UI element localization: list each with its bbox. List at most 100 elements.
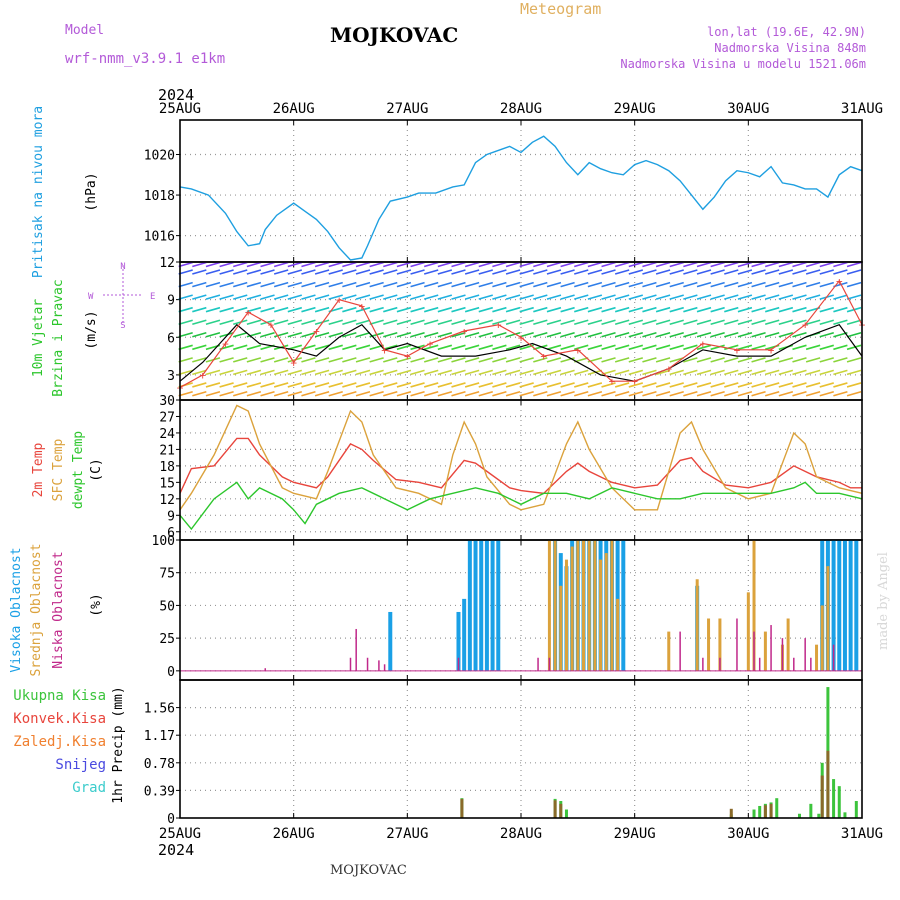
wind-barb — [464, 281, 480, 288]
wind-barb — [451, 261, 466, 268]
wind-barb — [533, 382, 548, 388]
wind-barb — [560, 390, 575, 397]
ytick-label: 0 — [167, 665, 175, 680]
cloud-bar — [736, 618, 738, 671]
day-label-top: 25AUG — [159, 101, 201, 117]
model-label: Model — [65, 23, 104, 38]
wind-barb — [437, 390, 453, 397]
panel-cloud: 0 25 50 75 100 Visoka Oblacnost Srednja Oblacn… — [9, 534, 863, 681]
cloud-bar — [547, 540, 551, 671]
wind-barb — [696, 331, 712, 338]
wind-barb — [710, 357, 725, 363]
wind-barb — [342, 382, 357, 388]
wind-barb — [219, 369, 234, 376]
wind-barb — [355, 344, 371, 351]
ytick-label: 1018 — [144, 189, 175, 204]
wind-barb — [724, 357, 739, 363]
wind-barb — [655, 382, 671, 388]
cloud-bar — [848, 540, 853, 671]
wind-barb — [751, 344, 766, 351]
wind-barb — [601, 357, 616, 363]
temperature-series-2 — [179, 481, 863, 531]
wind-barb — [423, 344, 439, 351]
wind-barb — [805, 369, 821, 376]
wind-barb — [710, 382, 725, 388]
wind-barb — [655, 344, 671, 351]
wind-barb — [287, 382, 303, 388]
wind-barb — [314, 294, 330, 300]
cloud-bar — [582, 540, 586, 671]
wind-barb — [437, 281, 453, 288]
wind-barb — [342, 357, 357, 363]
wind-barb — [833, 261, 848, 268]
wind-barb — [669, 269, 684, 275]
cloud-bar — [695, 579, 699, 671]
wind-barb — [342, 369, 357, 376]
wind-barb — [737, 382, 753, 388]
wind-barb — [533, 369, 548, 376]
wind-barb — [451, 357, 466, 363]
day-label-top: 30AUG — [727, 101, 769, 117]
wind-barb — [805, 294, 821, 300]
wind-barb — [246, 306, 262, 313]
wind-barb — [287, 319, 303, 325]
wind-barb — [574, 319, 589, 325]
wind-barb — [724, 319, 739, 325]
gust-marker: + — [665, 363, 672, 376]
wind-barb — [314, 269, 330, 275]
wind-barb — [764, 390, 780, 397]
wind-barb — [751, 382, 766, 388]
cloud-bar — [804, 638, 806, 671]
cloud-bar — [564, 559, 568, 671]
wind-barb — [396, 382, 412, 388]
wind-barb — [478, 390, 493, 397]
ylabel-cloud: Visoka Oblacnost — [9, 547, 24, 672]
ytick-label: 25 — [159, 632, 175, 647]
ylabel-cloud: Niska Oblacnost — [51, 551, 66, 668]
wind-barb — [628, 281, 644, 288]
wind-barb — [410, 357, 425, 363]
gust-marker: + — [404, 350, 411, 363]
wind-barb — [260, 269, 275, 275]
ytick-label: 1016 — [144, 230, 175, 245]
wind-barb — [792, 269, 807, 275]
wind-barb — [410, 390, 425, 397]
wind-barb — [383, 369, 398, 376]
wind-barb — [560, 382, 575, 388]
wind-barb — [560, 319, 575, 325]
wind-barb — [642, 261, 657, 268]
wind-barb — [178, 306, 193, 313]
wind-barb — [696, 319, 712, 325]
wind-barb — [260, 281, 275, 288]
wind-barb — [655, 369, 671, 376]
ytick-label: 15 — [159, 476, 175, 491]
wind-barb — [260, 369, 275, 376]
wind-barb — [178, 357, 193, 363]
precip-bar — [820, 775, 824, 818]
cloud-bar — [484, 540, 489, 671]
wind-barb — [396, 369, 412, 376]
cloud-bar — [378, 660, 380, 671]
wind-barb — [710, 319, 725, 325]
wind-barb — [342, 319, 357, 325]
wind-barb — [478, 382, 493, 388]
ytick-label: 9 — [167, 294, 175, 309]
wind-barb — [205, 331, 221, 338]
wind-barb — [205, 269, 221, 275]
wind-barb — [383, 269, 398, 275]
wind-barb — [273, 357, 289, 363]
cloud-bar — [616, 598, 620, 671]
wind-barb — [669, 319, 684, 325]
wind-barb — [846, 369, 862, 376]
cloud-bar — [854, 540, 859, 671]
wind-barb — [560, 344, 575, 351]
wind-barb — [492, 319, 507, 325]
wind-barb — [805, 344, 821, 351]
wind-barb — [833, 294, 848, 300]
wind-barb — [492, 331, 507, 338]
meteogram-panels: 25AUG 25AUG 26AUG 26AUG 27AUG 27AUG 28AUG 28AUG… — [9, 101, 883, 842]
wind-barb — [233, 331, 248, 338]
cloud-bar — [383, 664, 386, 671]
wind-barb — [642, 294, 657, 300]
wind-barb — [423, 357, 439, 363]
